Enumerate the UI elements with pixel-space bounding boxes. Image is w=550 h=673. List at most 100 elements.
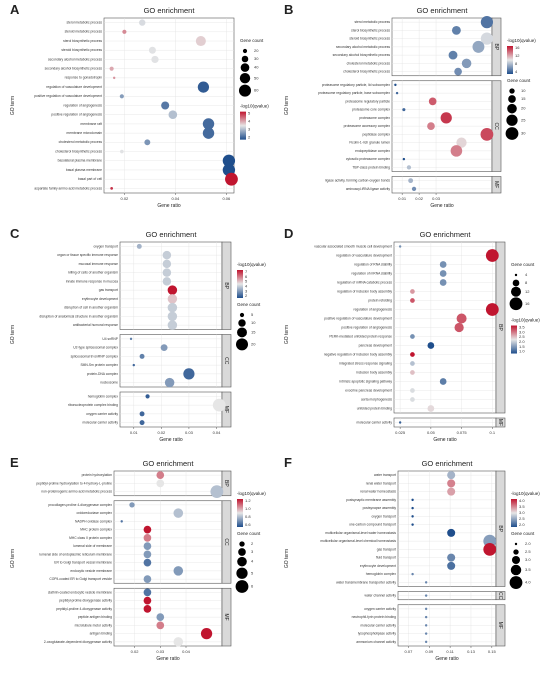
term-label: sterol metabolic process: [66, 20, 102, 24]
term-label: oxygen carrier activity: [364, 607, 396, 611]
data-point: [136, 243, 142, 249]
color-legend-tick: 3.0: [519, 510, 525, 515]
data-point: [447, 561, 456, 570]
data-point: [427, 122, 435, 130]
term-label: water transmembrane transporter activity: [336, 580, 396, 584]
data-point: [410, 334, 415, 339]
term-label: SMN-Sm protein complex: [80, 363, 118, 367]
term-label: exocrine pancreas development: [345, 388, 392, 392]
color-legend-tick: 3.0: [519, 329, 525, 334]
term-label: regulation of RNA stability: [354, 262, 392, 266]
term-label: PERK-mediated unfolded protein response: [329, 334, 392, 338]
term-label: membrane raft: [81, 122, 103, 126]
term-label: oxygen transport: [371, 514, 396, 518]
facet-strip: [495, 470, 506, 587]
color-legend-tick: 3: [248, 127, 251, 132]
term-label: basolateral plasma membrane: [58, 159, 103, 163]
term-label: steroid biosynthetic process: [349, 37, 390, 41]
facet-strip: [221, 334, 232, 388]
x-axis-label: Gene ratio: [435, 656, 459, 662]
data-point: [183, 368, 195, 380]
size-legend-label: 4: [251, 559, 254, 564]
data-point: [411, 572, 414, 576]
term-label: disruption of anatomical structure in an…: [39, 314, 118, 318]
plot-frame: [397, 470, 497, 587]
data-point: [162, 268, 172, 277]
data-point: [167, 302, 178, 313]
term-label: positive regulation of angiogenesis: [341, 325, 392, 329]
size-legend-label: 2: [251, 541, 254, 546]
size-legend-circle: [509, 297, 523, 311]
color-legend-bar: [237, 499, 243, 527]
data-point: [156, 621, 165, 630]
term-label: cytosolic proteasome complex: [346, 157, 391, 161]
data-point: [424, 594, 428, 597]
x-tick-label: 0.03: [156, 649, 165, 654]
term-label: proteasome regulatory particle, lid subc…: [322, 83, 391, 87]
color-legend-tick: 2.5: [519, 516, 525, 521]
data-point: [480, 32, 494, 45]
y-axis-label: GO term: [10, 96, 16, 115]
color-legend-tick: 7: [245, 269, 248, 274]
data-point: [164, 377, 175, 388]
panel-letter: C: [10, 226, 20, 241]
term-label: procollagen-proline 4-dioxygenase comple…: [48, 503, 112, 507]
term-label: multicellular organismal-level water hom…: [325, 531, 396, 535]
term-label: spliceosomal tri-snRNP complex: [71, 354, 119, 358]
x-tick-label: 0.13: [467, 649, 476, 654]
color-legend-tick: 5: [248, 111, 251, 116]
term-label: secondary alcohol biosynthetic process: [45, 67, 103, 71]
size-legend-label: 40: [254, 65, 259, 70]
x-tick-label: 0.1: [490, 430, 496, 435]
size-legend-circle: [508, 95, 516, 103]
data-point: [411, 523, 414, 526]
term-label: inclusion body assembly: [356, 370, 392, 374]
color-legend-tick: 3.5: [519, 504, 525, 509]
x-axis-label: Gene ratio: [157, 203, 181, 209]
term-label: endopeptidase complex: [355, 149, 390, 153]
color-legend-title: -log10(qvalue): [511, 491, 540, 496]
data-point: [139, 411, 145, 417]
size-legend-circle: [509, 88, 515, 94]
term-label: regulation of vasculature development: [46, 85, 102, 89]
data-point: [122, 29, 127, 34]
data-point: [448, 50, 458, 60]
size-legend-label: 15: [521, 96, 526, 101]
color-legend-tick: 2: [245, 293, 248, 298]
panel-e: E GO enrichment BP CC MF protein hydroxylatio…: [10, 455, 266, 662]
data-point: [139, 420, 145, 426]
facet-strip-label: BP: [497, 324, 503, 331]
size-legend-circle: [514, 542, 518, 546]
data-point: [195, 35, 206, 47]
term-label: molecular carrier activity: [356, 420, 392, 424]
term-label: pancreas development: [359, 343, 392, 347]
term-label: peptidyl-proline 4-dioxygenase activity: [56, 607, 112, 611]
term-label: regulation of inclusion body assembly: [337, 289, 392, 293]
term-label: innate immune response in mucosa: [66, 279, 118, 283]
data-point: [167, 285, 178, 295]
term-label: peptidyl-proline dioxygenase activity: [59, 599, 112, 603]
data-point: [424, 624, 428, 627]
size-legend-label: 16: [525, 301, 530, 306]
term-label: vascular associated smooth muscle cell d…: [314, 244, 392, 248]
data-point: [439, 279, 447, 286]
facet-strip: [221, 241, 232, 330]
color-legend-title: -log10(qvalue): [237, 491, 266, 496]
term-label: multicellular organismal-level chemical …: [320, 539, 396, 543]
data-point: [411, 186, 417, 192]
size-legend-circle: [505, 127, 519, 140]
facet-strip: [495, 591, 506, 601]
term-label: proteasome regulatory particle: [345, 99, 390, 103]
x-axis-label: Gene ratio: [433, 437, 457, 443]
size-legend-label: 6: [251, 584, 254, 589]
size-legend-circle: [506, 114, 518, 126]
data-point: [424, 632, 428, 635]
data-point: [410, 352, 415, 357]
term-label: steroid metabolic process: [65, 30, 103, 34]
x-tick-label: 0.03: [432, 196, 441, 201]
size-legend-circle: [239, 72, 251, 84]
data-point: [440, 112, 452, 124]
term-label: intrinsic apoptotic signaling pathway: [339, 379, 392, 383]
data-point: [398, 421, 402, 424]
term-label: organ or tissue specific immune response: [57, 253, 118, 257]
